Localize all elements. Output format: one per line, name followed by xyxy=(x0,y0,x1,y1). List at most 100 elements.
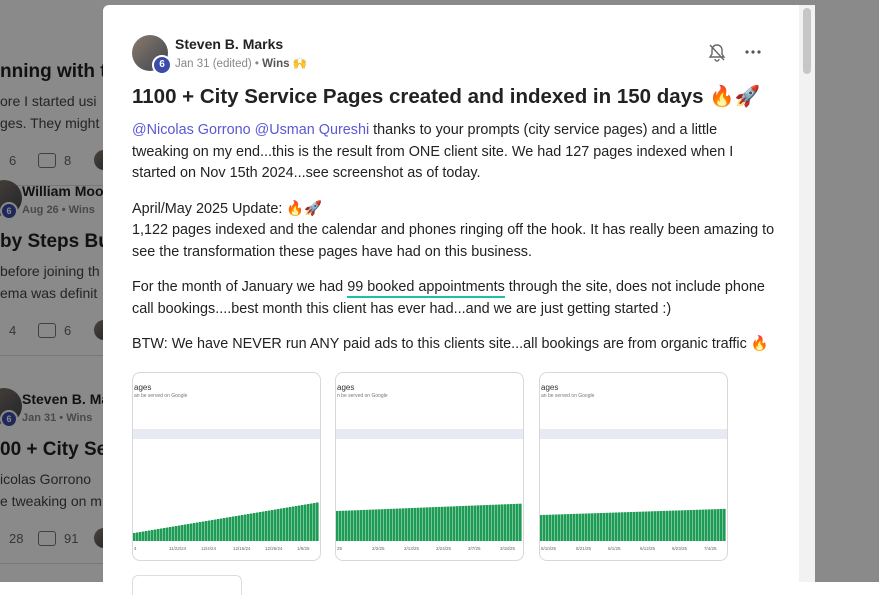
image-bar xyxy=(564,514,567,541)
image-bar xyxy=(681,510,684,541)
image-bar xyxy=(669,510,672,541)
image-bar xyxy=(627,512,630,541)
image-bar xyxy=(504,504,507,541)
scrollbar[interactable] xyxy=(799,5,815,582)
more-icon[interactable] xyxy=(744,49,762,55)
image-bar xyxy=(402,508,405,541)
image-bar xyxy=(456,506,459,541)
image-bar xyxy=(486,505,489,541)
comment-icon xyxy=(38,153,56,168)
like-count[interactable]: 4 xyxy=(9,323,17,338)
image-bar xyxy=(354,510,357,541)
image-bars xyxy=(133,502,319,541)
image-bar xyxy=(139,532,142,541)
image-bar xyxy=(345,510,348,541)
paragraph: April/May 2025 Update: 🔥🚀 1,122 pages ind… xyxy=(132,199,777,264)
level-badge: 6 xyxy=(0,410,18,428)
post-title[interactable]: nning with th xyxy=(0,61,103,82)
image-bar xyxy=(199,522,202,541)
image-bar xyxy=(573,513,576,541)
image-bar xyxy=(378,509,381,541)
scroll-thumb[interactable] xyxy=(803,8,811,74)
image-bar xyxy=(492,504,495,541)
image-bar xyxy=(360,510,363,541)
image-bar xyxy=(597,513,600,541)
image-tick-label: 5/21/25 xyxy=(576,546,592,551)
comment-count[interactable]: 8 xyxy=(64,153,72,168)
image-subtitle: an be served on Google xyxy=(134,393,188,399)
image-tick-label: 3/18/25 xyxy=(500,546,516,551)
post-modal: 6 Steven B. Marks Jan 31 (edited) • Wins… xyxy=(103,5,815,595)
image-bar xyxy=(208,520,211,541)
image-bar xyxy=(450,506,453,541)
comment-count[interactable]: 6 xyxy=(64,323,72,338)
avatar xyxy=(94,150,103,170)
image-tick-label: 11/22/24 xyxy=(169,546,187,551)
category[interactable]: Wins 🙌 xyxy=(262,58,308,70)
image-bar xyxy=(136,532,139,541)
image-tick-label: 2/2/25 xyxy=(372,546,385,551)
image-bar xyxy=(298,505,301,541)
level-badge: 6 xyxy=(152,55,172,75)
image-bar xyxy=(148,530,151,541)
like-count[interactable]: 28 xyxy=(9,531,24,546)
image-bar xyxy=(217,519,220,541)
image-bar xyxy=(480,505,483,541)
image-bar xyxy=(567,514,570,541)
image-bar xyxy=(483,505,486,541)
image-bar xyxy=(498,504,501,541)
mention[interactable]: @Nicolas Gorrono xyxy=(132,122,251,138)
image-bar xyxy=(471,505,474,541)
image-bar xyxy=(585,513,588,541)
image-thumbnail[interactable]: ages n be served on Google 25 2/2/25 2/13/25… xyxy=(335,372,524,561)
image-thumbnail[interactable]: ages an be served on Google 4 11/22/24 12/4/… xyxy=(132,372,321,561)
image-bar xyxy=(399,508,402,541)
image-bar xyxy=(348,510,351,541)
image-bar xyxy=(612,512,615,541)
comment-count[interactable]: 91 xyxy=(64,531,79,546)
image-bar xyxy=(289,507,292,541)
text: thanks to your prompts (city service pag… xyxy=(132,122,734,181)
image-bar xyxy=(304,504,307,541)
image-thumbnail[interactable]: ages an be served on Google 5/10/25 5/21/25… xyxy=(539,372,728,561)
image-bar xyxy=(256,512,259,541)
image-bar xyxy=(693,509,696,541)
image-title: ages xyxy=(134,383,152,392)
excerpt: ore I started usi xyxy=(0,93,97,109)
bell-icon[interactable] xyxy=(708,43,726,63)
mention[interactable]: @Usman Qureshi xyxy=(254,122,370,138)
image-bar xyxy=(558,514,561,541)
image-title: ages xyxy=(541,383,559,392)
like-count[interactable]: 6 xyxy=(9,153,17,168)
date: Jan 31 (edited) xyxy=(175,58,252,70)
author[interactable]: William Moo xyxy=(22,183,103,199)
post-title[interactable]: by Steps But xyxy=(0,231,103,252)
image-bar xyxy=(310,503,313,541)
image-bar xyxy=(372,509,375,541)
image-bar xyxy=(384,509,387,541)
author[interactable]: Steven B. Marks xyxy=(175,36,284,52)
separator: • xyxy=(254,58,259,70)
image-bar xyxy=(396,508,399,541)
image-bar xyxy=(390,508,393,541)
highlight: 99 booked appointments xyxy=(347,279,505,298)
image-bar xyxy=(501,504,504,541)
image-bar xyxy=(163,528,166,541)
image-subtitle: n be served on Google xyxy=(337,393,388,399)
image-bar xyxy=(160,528,163,541)
image-bar xyxy=(594,513,597,541)
image-tick-label: 4 xyxy=(134,546,137,551)
author[interactable]: Steven B. Ma xyxy=(22,391,103,407)
post-title[interactable]: 00 + City Ser xyxy=(0,439,103,460)
image-bar xyxy=(202,521,205,541)
image-bar xyxy=(705,509,708,541)
image-bar xyxy=(648,511,651,541)
image-bar xyxy=(420,507,423,541)
image-bar xyxy=(178,525,181,541)
image-bar xyxy=(247,514,250,541)
reaction-button[interactable] xyxy=(132,575,242,595)
image-bar xyxy=(244,514,247,541)
image-tick-label: 12/15/24 xyxy=(233,546,251,551)
image-bar xyxy=(172,526,175,541)
